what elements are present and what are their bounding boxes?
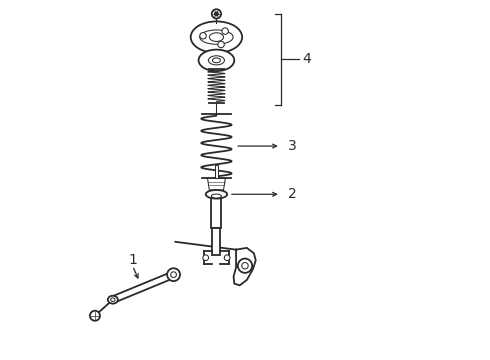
Circle shape	[212, 9, 221, 18]
Text: 3: 3	[288, 139, 296, 153]
Circle shape	[167, 268, 180, 281]
Text: 1: 1	[128, 253, 137, 267]
Ellipse shape	[108, 296, 118, 303]
Ellipse shape	[208, 56, 224, 65]
Circle shape	[200, 32, 206, 39]
Circle shape	[238, 258, 252, 273]
Circle shape	[203, 255, 209, 261]
Circle shape	[90, 311, 100, 321]
Text: 4: 4	[302, 53, 311, 67]
Ellipse shape	[198, 50, 234, 71]
Circle shape	[222, 28, 228, 34]
Circle shape	[215, 12, 218, 16]
Ellipse shape	[191, 21, 242, 53]
Circle shape	[218, 41, 224, 48]
Bar	[215, 165, 218, 178]
Ellipse shape	[211, 194, 221, 198]
Bar	[213, 228, 220, 255]
Circle shape	[224, 255, 230, 261]
Text: 2: 2	[288, 187, 296, 201]
Bar	[211, 196, 221, 228]
Ellipse shape	[206, 190, 227, 199]
